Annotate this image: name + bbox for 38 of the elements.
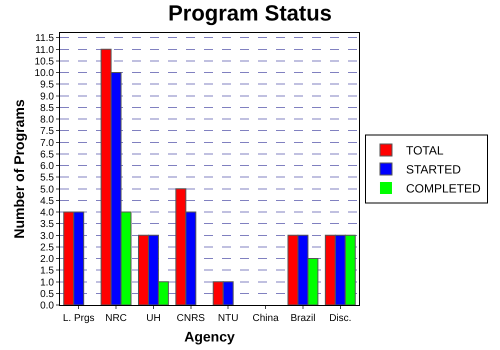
x-tick-label: China [252,313,280,324]
y-tick-label: 9.0 [40,91,54,102]
x-axis-title: Agency [184,328,235,344]
y-tick-label: 2.5 [40,242,54,254]
y-tick-label: 6.5 [40,149,54,160]
y-tick-label: 1.5 [40,266,54,277]
y-tick-label: 6.0 [40,161,54,172]
y-tick-label: 8.5 [40,102,54,114]
y-tick-label: 11.5 [35,33,54,44]
y-tick-label: 9.5 [40,80,54,91]
y-tick-label: 1.0 [40,277,54,288]
y-tick-label: 8.0 [40,114,54,126]
y-tick-label: 0.0 [40,300,54,312]
y-tick-label: 10.5 [34,56,54,68]
x-tick-label: CNRS [176,313,206,324]
x-tick-label: Disc. [329,313,352,324]
y-tick-label: 3.5 [40,219,54,230]
legend-label: TOTAL [406,144,444,158]
y-tick-label: 5.5 [40,172,54,184]
x-tick-label: Brazil [290,313,316,324]
x-tick-label: L. Prgs [62,313,95,324]
y-tick-label: 4.0 [40,208,54,219]
y-tick-label: 3.0 [40,230,54,242]
y-tick-label: 2.0 [40,254,54,265]
chart-title: Program Status [168,0,332,26]
y-axis-title: Number of Programs [11,99,28,239]
y-tick-label: 7.5 [40,126,54,138]
legend-label: STARTED [406,162,462,177]
y-tick-label: 5.0 [40,184,54,196]
legend-label: COMPLETED [406,182,481,196]
y-tick-label: 4.5 [40,196,54,207]
x-tick-label: NRC [105,313,127,324]
y-tick-label: 0.5 [40,288,54,300]
y-tick-label: 10.0 [34,68,54,80]
y-tick-label: 11.0 [35,44,54,56]
x-tick-label: NTU [218,313,238,324]
x-tick-label: UH [146,313,161,324]
y-tick-label: 7.0 [40,138,54,149]
